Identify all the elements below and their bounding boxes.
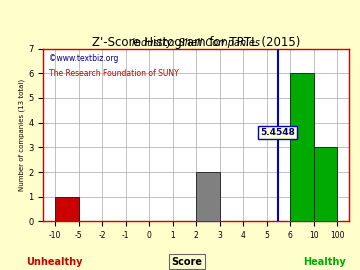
Text: ©www.textbiz.org: ©www.textbiz.org	[49, 54, 119, 63]
Bar	[55, 197, 78, 221]
Y-axis label: Number of companies (13 total): Number of companies (13 total)	[19, 79, 25, 191]
Title: Z'-Score Histogram for TRTL (2015): Z'-Score Histogram for TRTL (2015)	[92, 36, 300, 49]
Bar	[196, 172, 220, 221]
Text: Industry: Shell Companies: Industry: Shell Companies	[132, 38, 260, 48]
Bar	[314, 147, 337, 221]
Text: Score: Score	[172, 256, 203, 266]
Text: 5.4548: 5.4548	[260, 128, 295, 137]
Text: Unhealthy: Unhealthy	[26, 256, 82, 266]
Text: The Research Foundation of SUNY: The Research Foundation of SUNY	[49, 69, 179, 78]
Bar	[291, 73, 314, 221]
Text: Healthy: Healthy	[303, 256, 345, 266]
